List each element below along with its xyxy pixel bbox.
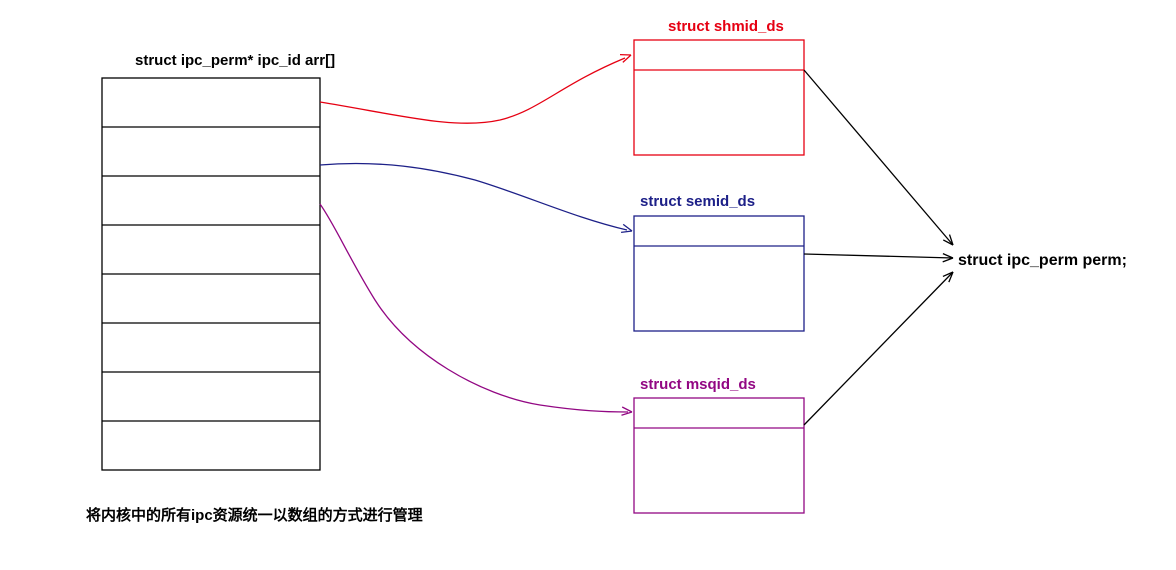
struct-msqid-title: struct msqid_ds [640,376,756,393]
struct-msqid-box [634,398,804,513]
caption-label: 将内核中的所有ipc资源统一以数组的方式进行管理 [86,504,423,525]
struct-shmid-title: struct shmid_ds [668,18,784,35]
array-title-label: struct ipc_perm* ipc_id arr[] [135,52,335,69]
target-label: struct ipc_perm perm; [958,252,1127,270]
struct-shmid-box [634,40,804,155]
diagram-canvas [0,0,1176,570]
struct-semid-title: struct semid_ds [640,193,755,210]
struct-semid-box [634,216,804,331]
